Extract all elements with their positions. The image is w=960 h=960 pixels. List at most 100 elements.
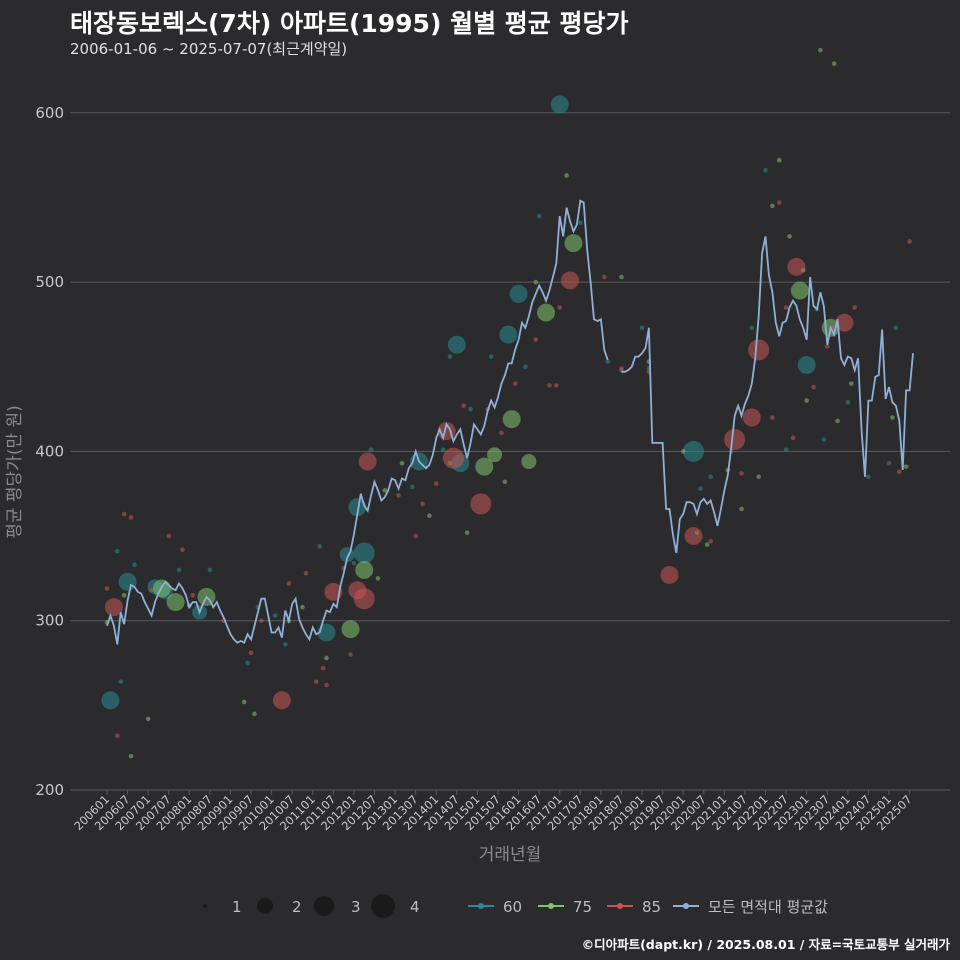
data-point-85 bbox=[114, 733, 120, 739]
data-point-60 bbox=[763, 168, 768, 173]
data-point-85 bbox=[561, 271, 580, 290]
chart-title: 태장동보렉스(7차) 아파트(1995) 월별 평균 평당가 bbox=[70, 9, 629, 38]
data-point-75 bbox=[804, 398, 809, 403]
data-point-60 bbox=[821, 437, 827, 442]
data-point-75 bbox=[427, 513, 432, 519]
data-point-85 bbox=[684, 527, 703, 546]
data-point-75 bbox=[903, 464, 909, 469]
data-point-75 bbox=[502, 479, 508, 485]
data-point-85 bbox=[896, 469, 902, 475]
data-point-85 bbox=[348, 652, 353, 657]
legend-size-label: 4 bbox=[410, 898, 420, 916]
data-point-85 bbox=[554, 383, 559, 388]
data-point-60 bbox=[348, 498, 367, 517]
data-point-75 bbox=[704, 542, 710, 547]
data-point-85 bbox=[442, 447, 464, 469]
data-point-75 bbox=[375, 576, 381, 581]
data-point-85 bbox=[907, 239, 912, 244]
data-point-75 bbox=[680, 449, 686, 454]
data-point-85 bbox=[128, 515, 134, 520]
data-point-85 bbox=[166, 533, 172, 539]
data-point-75 bbox=[252, 711, 257, 717]
data-point-60 bbox=[783, 447, 789, 453]
data-point-60 bbox=[499, 325, 518, 344]
data-point-85 bbox=[852, 305, 857, 310]
legend-series-marker bbox=[683, 903, 689, 909]
data-point-85 bbox=[259, 618, 264, 623]
data-point-85 bbox=[499, 430, 504, 436]
data-point-85 bbox=[602, 274, 607, 280]
data-point-85 bbox=[770, 415, 775, 420]
data-point-85 bbox=[557, 305, 563, 310]
data-point-75 bbox=[619, 274, 624, 280]
y-tick-label: 500 bbox=[35, 273, 64, 291]
data-point-75 bbox=[464, 530, 470, 535]
data-point-85 bbox=[420, 501, 425, 507]
legend-size-1 bbox=[203, 904, 207, 908]
data-point-85 bbox=[104, 586, 110, 591]
data-point-75 bbox=[787, 234, 792, 239]
data-point-60 bbox=[523, 364, 528, 370]
data-point-75 bbox=[564, 173, 569, 178]
data-point-85 bbox=[547, 383, 552, 388]
data-point-60 bbox=[447, 335, 466, 354]
data-point-60 bbox=[893, 325, 899, 331]
data-point-75 bbox=[502, 410, 521, 429]
data-point-60 bbox=[272, 613, 278, 618]
data-point-60 bbox=[550, 95, 569, 114]
legend-series-label: 60 bbox=[503, 898, 522, 916]
data-point-60 bbox=[578, 220, 583, 226]
legend-size-3 bbox=[314, 896, 334, 916]
legend: 1 2 3 4 60 75 85 모든 면적대 평균값 bbox=[203, 894, 828, 918]
data-point-60 bbox=[440, 447, 446, 453]
data-point-60 bbox=[351, 560, 357, 566]
data-point-60 bbox=[536, 213, 542, 219]
data-point-75 bbox=[818, 47, 823, 53]
data-point-85 bbox=[470, 493, 492, 515]
data-point-60 bbox=[317, 543, 322, 549]
data-point-60 bbox=[682, 440, 704, 462]
data-point-85 bbox=[353, 588, 375, 610]
average-line bbox=[106, 199, 914, 645]
data-point-85 bbox=[739, 471, 744, 476]
y-tick-label: 600 bbox=[35, 104, 64, 122]
data-point-60 bbox=[639, 325, 645, 331]
legend-size-label: 1 bbox=[232, 898, 242, 916]
average-line-path bbox=[621, 236, 914, 554]
data-point-85 bbox=[708, 538, 713, 544]
legend-series-label: 85 bbox=[642, 898, 661, 916]
data-point-60 bbox=[698, 486, 703, 491]
data-point-85 bbox=[824, 344, 830, 349]
data-point-85 bbox=[619, 366, 624, 371]
data-point-60 bbox=[708, 474, 713, 480]
data-point-85 bbox=[324, 682, 329, 688]
data-point-75 bbox=[487, 447, 503, 463]
data-point-60 bbox=[468, 406, 473, 412]
data-point-75 bbox=[382, 488, 388, 493]
data-point-85 bbox=[286, 581, 292, 586]
legend-series-marker bbox=[548, 903, 554, 909]
data-point-60 bbox=[114, 548, 120, 554]
data-point-60 bbox=[245, 660, 250, 666]
y-axis: 200 300 400 500 600 bbox=[35, 104, 64, 799]
data-point-85 bbox=[790, 435, 796, 441]
data-point-85 bbox=[835, 313, 854, 332]
data-point-60 bbox=[749, 325, 755, 331]
data-point-85 bbox=[433, 481, 439, 486]
legend-size-4 bbox=[371, 894, 395, 918]
data-point-60 bbox=[317, 623, 336, 642]
grid-lines bbox=[70, 112, 950, 791]
data-point-85 bbox=[533, 337, 539, 342]
data-point-85 bbox=[724, 429, 746, 451]
data-point-85 bbox=[787, 257, 806, 276]
data-point-60 bbox=[845, 399, 851, 405]
data-point-60 bbox=[605, 359, 611, 364]
data-point-60 bbox=[488, 354, 494, 359]
data-point-75 bbox=[399, 460, 405, 466]
scatter-points bbox=[101, 47, 912, 759]
y-axis-title: 평균 평당가(만 원) bbox=[5, 405, 25, 539]
data-point-75 bbox=[848, 381, 854, 386]
data-point-60 bbox=[353, 542, 375, 564]
data-point-60 bbox=[283, 642, 288, 647]
